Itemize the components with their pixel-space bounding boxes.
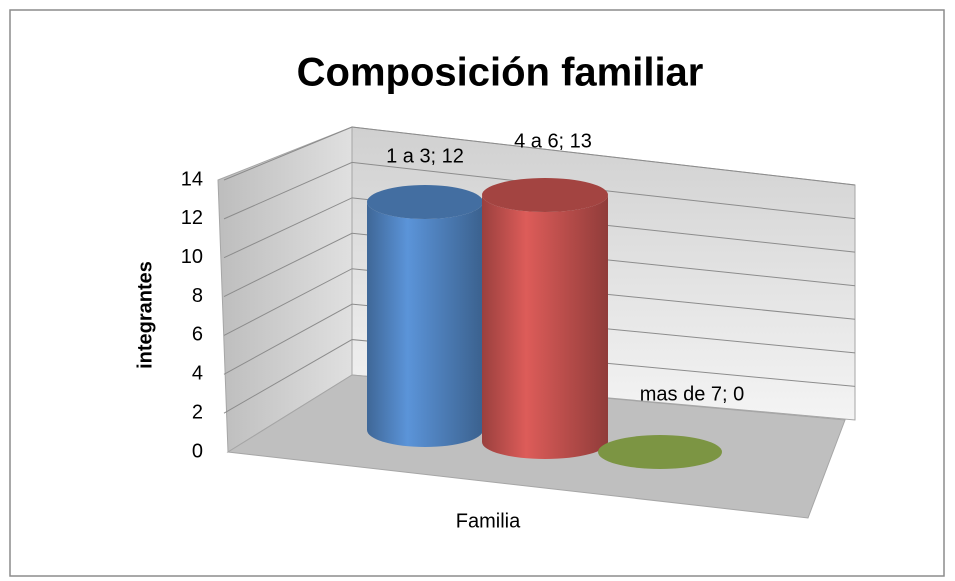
y-tick-label: 10 [181,246,203,268]
data-label: 1 a 3; 12 [386,145,464,167]
y-axis-label: integrantes [134,261,156,369]
y-tick-label: 6 [192,324,203,346]
y-tick-label: 4 [192,363,203,385]
cylinder-top [367,185,483,219]
y-tick-label: 12 [181,207,203,229]
cylinder-base [598,435,722,469]
chart-title: Composición familiar [297,51,704,95]
grid-line [223,161,856,220]
cylinder-top [482,178,608,212]
cylinder-body [482,195,608,459]
data-label: mas de 7; 0 [640,383,745,405]
grid-line [223,303,856,375]
y-tick-label: 14 [181,168,203,190]
y-tick-label: 0 [192,440,203,462]
grid-line [223,126,856,186]
y-tick-label: 8 [192,285,203,307]
grid-line [223,232,856,298]
grid-line [223,197,856,259]
x-axis-label: Familia [456,510,521,532]
cylinder-body [367,202,483,447]
y-tick-label: 2 [192,401,203,423]
grid-line [223,268,856,336]
data-label: 4 a 6; 13 [514,130,592,152]
grid-line [223,339,856,414]
